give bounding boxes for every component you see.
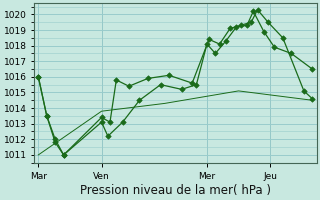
X-axis label: Pression niveau de la mer( hPa ): Pression niveau de la mer( hPa ) — [80, 184, 271, 197]
